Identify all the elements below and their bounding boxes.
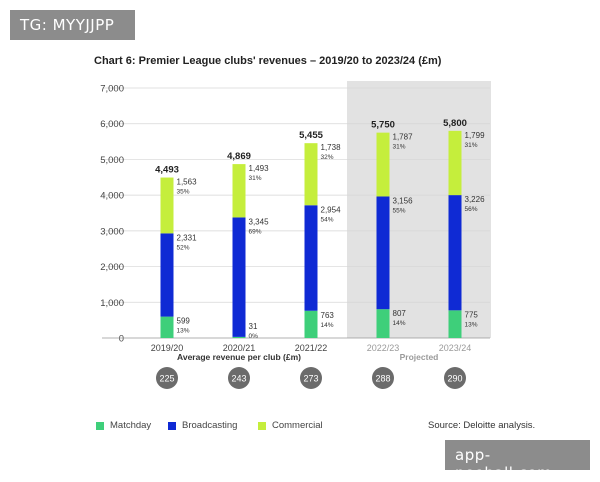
data-label-share: 55% xyxy=(393,207,406,214)
data-label-value: 2,954 xyxy=(321,205,342,214)
avg-badge xyxy=(444,367,466,389)
total-label: 4,869 xyxy=(227,151,251,162)
avg-badge-value: 243 xyxy=(231,374,246,384)
legend-broadcasting-label: Broadcasting xyxy=(182,420,238,431)
data-label-share: 31% xyxy=(393,144,406,151)
data-label-share: 32% xyxy=(321,154,334,161)
legend-matchday-label: Matchday xyxy=(110,420,152,431)
avg-badge xyxy=(372,367,394,389)
legend-commercial-swatch xyxy=(258,421,266,430)
watermark-bottom: app-neoball.com xyxy=(445,440,590,482)
x-tick-label: 2023/24 xyxy=(439,343,472,353)
data-label-share: 31% xyxy=(249,175,262,182)
data-label-value: 3,226 xyxy=(465,195,486,204)
data-label-value: 31 xyxy=(249,322,258,331)
bar-segment-matchday xyxy=(376,309,390,338)
x-tick-label: 2019/20 xyxy=(151,343,184,353)
x-tick-label: 2020/21 xyxy=(223,343,256,353)
y-tick-label: 4,000 xyxy=(100,191,124,202)
data-label-value: 1,738 xyxy=(321,143,342,152)
chart-title: Chart 6: Premier League clubs' revenues … xyxy=(94,55,442,67)
data-label-value: 2,331 xyxy=(177,233,198,242)
y-tick-label: 6,000 xyxy=(100,119,124,130)
data-label-value: 1,787 xyxy=(393,133,414,142)
total-label: 5,455 xyxy=(299,130,323,141)
data-label-value: 1,799 xyxy=(465,131,486,140)
legend-broadcasting: Broadcasting xyxy=(168,420,237,431)
y-tick-label: 7,000 xyxy=(100,84,124,95)
data-label-share: 14% xyxy=(393,320,406,327)
data-label-value: 1,563 xyxy=(177,178,198,187)
data-label-share: 31% xyxy=(465,142,478,149)
avg-badge xyxy=(300,367,322,389)
data-label-share: 13% xyxy=(177,328,190,335)
bar-segment-commercial xyxy=(232,164,246,218)
legend-matchday-swatch xyxy=(96,421,104,430)
avg-badge xyxy=(228,367,250,389)
data-label-value: 775 xyxy=(465,310,479,319)
avg-badge xyxy=(156,367,178,389)
data-label-value: 3,345 xyxy=(249,217,270,226)
bar-segment-broadcasting xyxy=(304,205,318,311)
avg-revenue-label: Average revenue per club (£m) xyxy=(177,352,301,362)
y-tick-label: 2,000 xyxy=(100,262,124,273)
data-label-share: 14% xyxy=(321,322,334,329)
data-label-value: 1,493 xyxy=(249,164,270,173)
total-label: 5,800 xyxy=(443,118,467,129)
bar-segment-matchday xyxy=(448,310,462,338)
bar-segment-broadcasting xyxy=(376,196,390,310)
avg-badge-value: 225 xyxy=(159,374,174,384)
data-label-share: 35% xyxy=(177,189,190,196)
data-label-value: 599 xyxy=(177,317,191,326)
legend-commercial-label: Commercial xyxy=(272,420,323,431)
watermark-top: TG: MYYJJPP xyxy=(10,10,135,40)
data-label-share: 13% xyxy=(465,321,478,328)
data-label-share: 56% xyxy=(465,206,478,213)
data-label-value: 763 xyxy=(321,311,335,320)
bar-segment-matchday xyxy=(160,316,174,338)
data-label-share: 52% xyxy=(177,244,190,251)
legend-matchday: Matchday xyxy=(96,420,151,431)
legend-commercial: Commercial xyxy=(258,420,323,431)
x-tick-label: 2022/23 xyxy=(367,343,400,353)
y-tick-label: 3,000 xyxy=(100,226,124,237)
total-label: 5,750 xyxy=(371,120,395,131)
x-tick-label: 2021/22 xyxy=(295,343,328,353)
data-label-value: 3,156 xyxy=(393,196,414,205)
avg-badge-value: 290 xyxy=(447,374,462,384)
avg-badge-value: 288 xyxy=(375,374,390,384)
bar-segment-broadcasting xyxy=(448,195,462,311)
bar-segment-broadcasting xyxy=(160,233,174,317)
bar-segment-commercial xyxy=(160,177,174,234)
legend-broadcasting-swatch xyxy=(168,421,176,430)
total-label: 4,493 xyxy=(155,165,179,176)
bar-segment-broadcasting xyxy=(232,217,246,337)
y-tick-label: 0 xyxy=(119,334,124,345)
projected-label: Projected xyxy=(400,352,439,362)
data-label-share: 69% xyxy=(249,228,262,235)
y-tick-label: 5,000 xyxy=(100,155,124,166)
avg-badge-value: 273 xyxy=(303,374,318,384)
data-label-share: 0% xyxy=(249,333,259,340)
y-tick-label: 1,000 xyxy=(100,298,124,309)
bar-segment-matchday xyxy=(304,310,318,338)
bar-segment-commercial xyxy=(304,143,318,206)
data-label-value: 807 xyxy=(393,309,407,318)
bar-segment-commercial xyxy=(448,130,462,196)
data-label-share: 54% xyxy=(321,216,334,223)
source-note: Source: Deloitte analysis. xyxy=(428,420,536,431)
bar-segment-commercial xyxy=(376,132,390,197)
bar-segment-matchday xyxy=(232,336,246,338)
